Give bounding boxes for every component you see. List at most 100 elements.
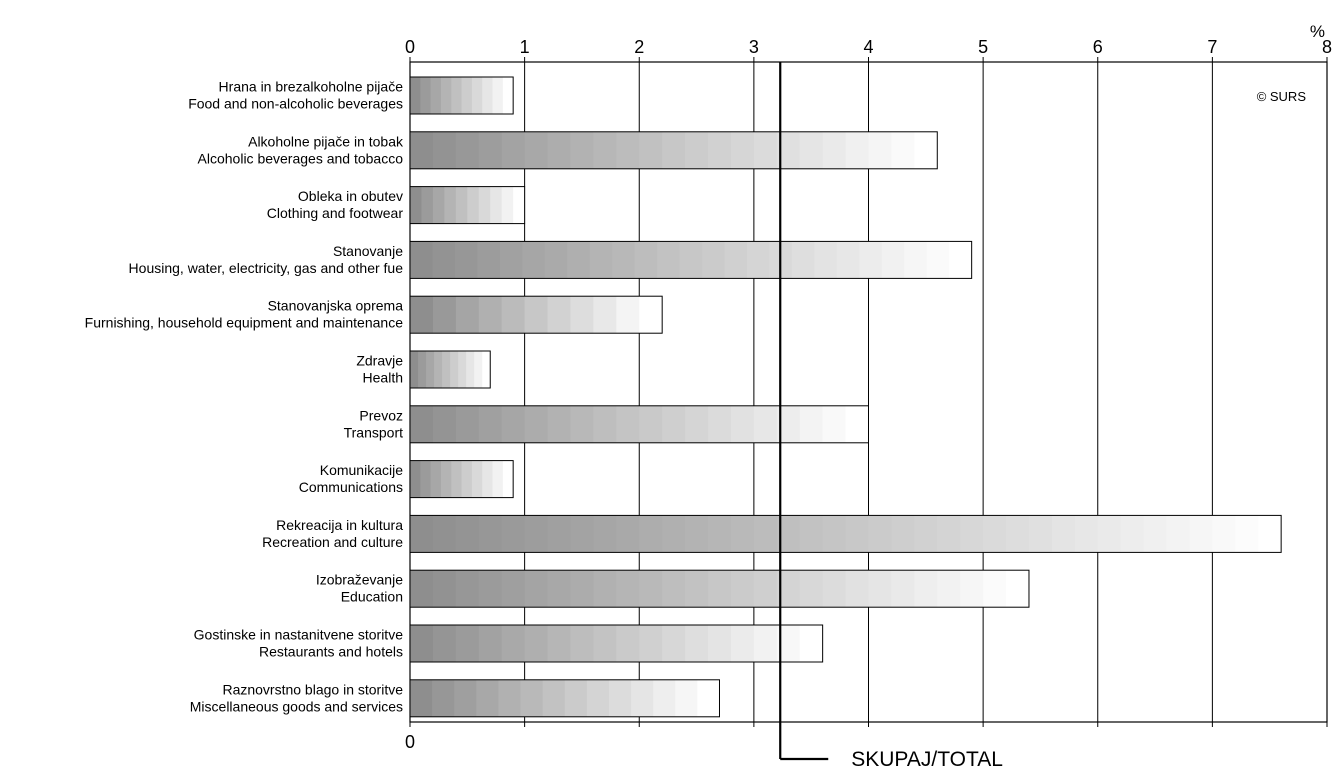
bar-segment — [753, 131, 778, 169]
bar-segment — [675, 679, 698, 717]
bar-outline — [409, 405, 869, 444]
bar-segment — [567, 241, 591, 279]
bar-segment — [410, 570, 434, 608]
bar-segment — [455, 570, 480, 608]
bar-segment — [822, 405, 847, 443]
bar-segment — [1074, 515, 1099, 553]
bar-segment — [685, 570, 709, 608]
bar-segment — [653, 679, 676, 717]
bar-segment — [432, 405, 457, 443]
bar-segment — [1212, 515, 1236, 553]
bar — [409, 350, 491, 389]
bar-segment — [593, 405, 617, 443]
bar-segment — [454, 679, 477, 717]
bar-segment — [730, 570, 755, 608]
bar-segment — [1028, 515, 1053, 553]
bar-segment — [685, 131, 709, 169]
x-tick-label-top: 2 — [634, 37, 644, 57]
category-label-en: Transport — [344, 424, 404, 440]
category-label-sl: Raznovrstno blago in storitve — [222, 681, 403, 697]
bar-segment — [410, 241, 434, 279]
bar-segment — [1235, 515, 1259, 553]
bar-segment — [593, 570, 617, 608]
bar-segment — [881, 241, 905, 279]
bar-segment — [960, 515, 984, 553]
category-label-en: Health — [363, 370, 403, 386]
bar-segment — [522, 241, 546, 279]
bar-segment — [822, 515, 847, 553]
bar-segment — [547, 296, 572, 334]
category-label-sl: Zdravje — [356, 353, 403, 369]
bar-segment — [482, 351, 491, 388]
bar-segment — [776, 570, 801, 608]
bar-segment — [455, 296, 480, 334]
bar-segment — [520, 679, 544, 717]
bar-segment — [478, 296, 503, 334]
bar-segment — [455, 515, 480, 553]
bar-segment — [461, 77, 473, 114]
bar-segment — [502, 77, 514, 114]
bar-segment — [442, 351, 451, 388]
bar-segment — [776, 515, 801, 553]
bar-segment — [685, 405, 709, 443]
bar-segment — [814, 241, 838, 279]
bar-segment — [432, 625, 457, 662]
copyright-label: © SURS — [1257, 89, 1307, 104]
bar-segment — [1006, 570, 1030, 608]
bar-segment — [662, 405, 686, 443]
bar-segment — [983, 570, 1007, 608]
bar-segment — [776, 405, 801, 443]
bar-segment — [639, 515, 663, 553]
category-label-sl: Komunikacije — [320, 462, 403, 478]
bar-segment — [498, 679, 522, 717]
category-label-en: Clothing and footwear — [267, 205, 404, 221]
bar-segment — [639, 405, 663, 443]
bar-segment — [478, 570, 503, 608]
bar-segment — [547, 625, 572, 662]
bar-segment — [420, 460, 432, 498]
x-tick-label-top: 6 — [1093, 37, 1103, 57]
bar-segment — [501, 515, 526, 553]
bar-outline — [409, 186, 526, 225]
bar-segment — [420, 77, 432, 114]
category-label-sl: Stanovanje — [333, 243, 403, 259]
bar-segment — [949, 241, 973, 279]
bar-segment — [570, 515, 594, 553]
bar — [409, 295, 663, 334]
bar-segment — [708, 570, 732, 608]
bar-outline — [409, 624, 824, 663]
bar-segment — [937, 570, 961, 608]
bar-segment — [410, 625, 434, 662]
bar-segment — [570, 570, 594, 608]
bar-segment — [450, 351, 459, 388]
bar-segment — [547, 405, 572, 443]
bar-segment — [612, 241, 636, 279]
bar-segment — [776, 625, 801, 662]
bar-segment — [430, 460, 442, 498]
bar-segment — [434, 351, 443, 388]
bar-segment — [461, 460, 473, 498]
bar-segment — [513, 186, 526, 224]
bar-outline — [409, 350, 491, 389]
bar-segment — [478, 131, 503, 169]
bar-segment — [639, 296, 663, 334]
bar-segment — [593, 515, 617, 553]
bar — [409, 514, 1282, 553]
bar-segment — [474, 351, 483, 388]
bar-outline — [409, 76, 514, 115]
bar-segment — [524, 515, 549, 553]
bar-segment — [440, 460, 452, 498]
bar-segment — [631, 679, 654, 717]
bar-segment — [432, 296, 457, 334]
bar-segment — [455, 625, 480, 662]
x-tick-label-top: 5 — [978, 37, 988, 57]
bar-segment — [685, 625, 709, 662]
bar-segment — [499, 241, 523, 279]
bar-segment — [501, 570, 526, 608]
bar-segment — [914, 515, 938, 553]
category-label-en: Alcoholic beverages and tobacco — [198, 150, 404, 166]
bar-segment — [589, 241, 613, 279]
bar-segment — [477, 241, 501, 279]
x-tick-label-bottom: 0 — [405, 732, 415, 752]
